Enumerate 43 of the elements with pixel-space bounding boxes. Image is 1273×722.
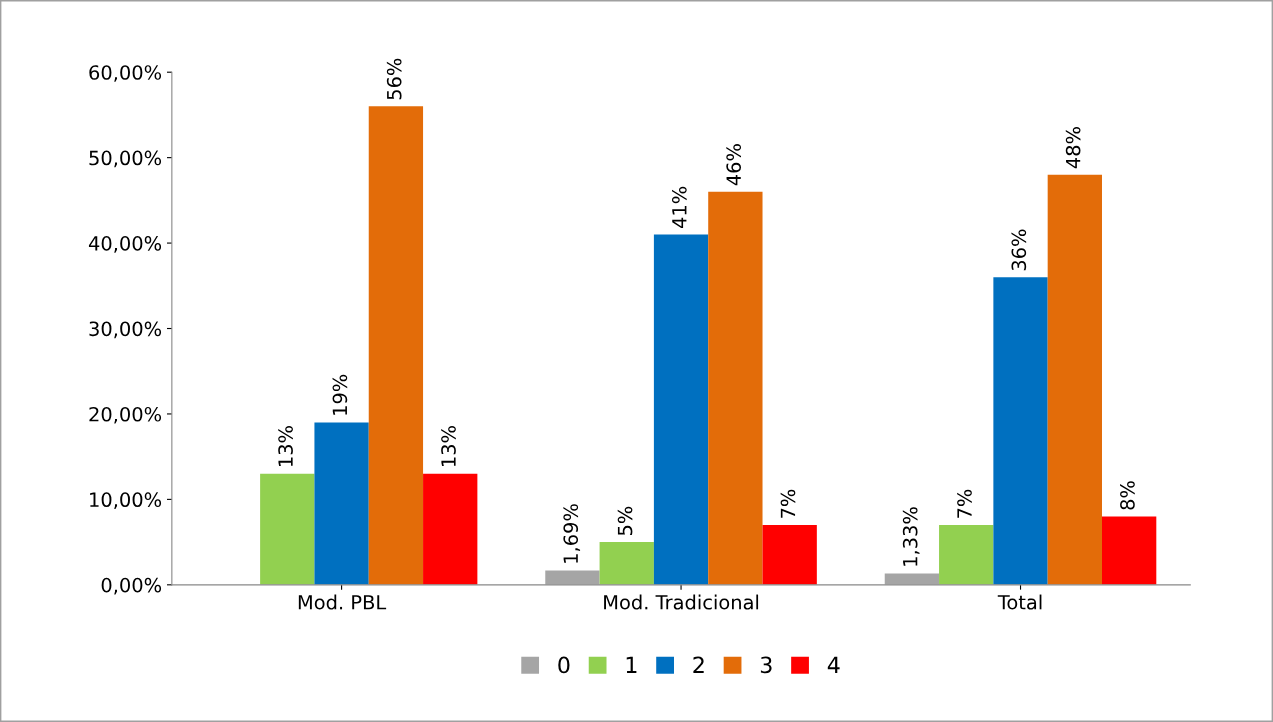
data-label: 7%: [780, 489, 796, 518]
bar: [423, 473, 478, 585]
data-label: 1,69%: [563, 504, 581, 563]
data-label: 41%: [671, 186, 687, 229]
data-label: 7%: [957, 489, 972, 518]
y-tick-label: 60,00%: [89, 65, 162, 82]
legend-label: 3: [760, 656, 772, 674]
legend-label: 4: [827, 656, 840, 673]
data-label: 13%: [441, 426, 456, 467]
bar: [993, 277, 1048, 585]
data-label: 36%: [1011, 229, 1027, 271]
bar: [314, 422, 369, 585]
bar: [368, 106, 424, 585]
data-label: 8%: [1120, 481, 1135, 510]
data-label: 19%: [332, 374, 348, 415]
data-label: 5%: [617, 506, 633, 536]
bar: [260, 473, 315, 585]
x-tick-label: Mod. PBL: [298, 594, 387, 610]
data-label: 56%: [386, 58, 402, 100]
legend-label: 0: [558, 656, 570, 674]
y-tick-label: 50,00%: [89, 150, 162, 168]
bar: [762, 525, 817, 585]
y-tick-label: 40,00%: [88, 236, 162, 253]
y-tick-label: 20,00%: [89, 406, 162, 424]
bar: [545, 570, 600, 585]
bar: [653, 234, 709, 585]
legend-label: 2: [693, 656, 704, 673]
data-label: 46%: [726, 144, 742, 186]
x-tick-label: Total: [997, 594, 1042, 610]
bar: [599, 542, 654, 585]
bar: [1101, 516, 1157, 585]
data-label: 48%: [1065, 127, 1081, 169]
data-label: 1,33%: [902, 507, 920, 566]
bar: [1047, 174, 1102, 585]
data-label: 13%: [278, 426, 293, 467]
y-tick-label: 0,00%: [101, 577, 162, 595]
bar: [708, 191, 763, 585]
bar: [939, 525, 994, 585]
legend-label: 1: [626, 656, 637, 673]
y-tick-label: 10,00%: [90, 492, 162, 510]
bar: [884, 573, 940, 585]
x-tick-label: Mod. Tradicional: [604, 594, 759, 610]
y-tick-label: 30,00%: [89, 321, 162, 339]
